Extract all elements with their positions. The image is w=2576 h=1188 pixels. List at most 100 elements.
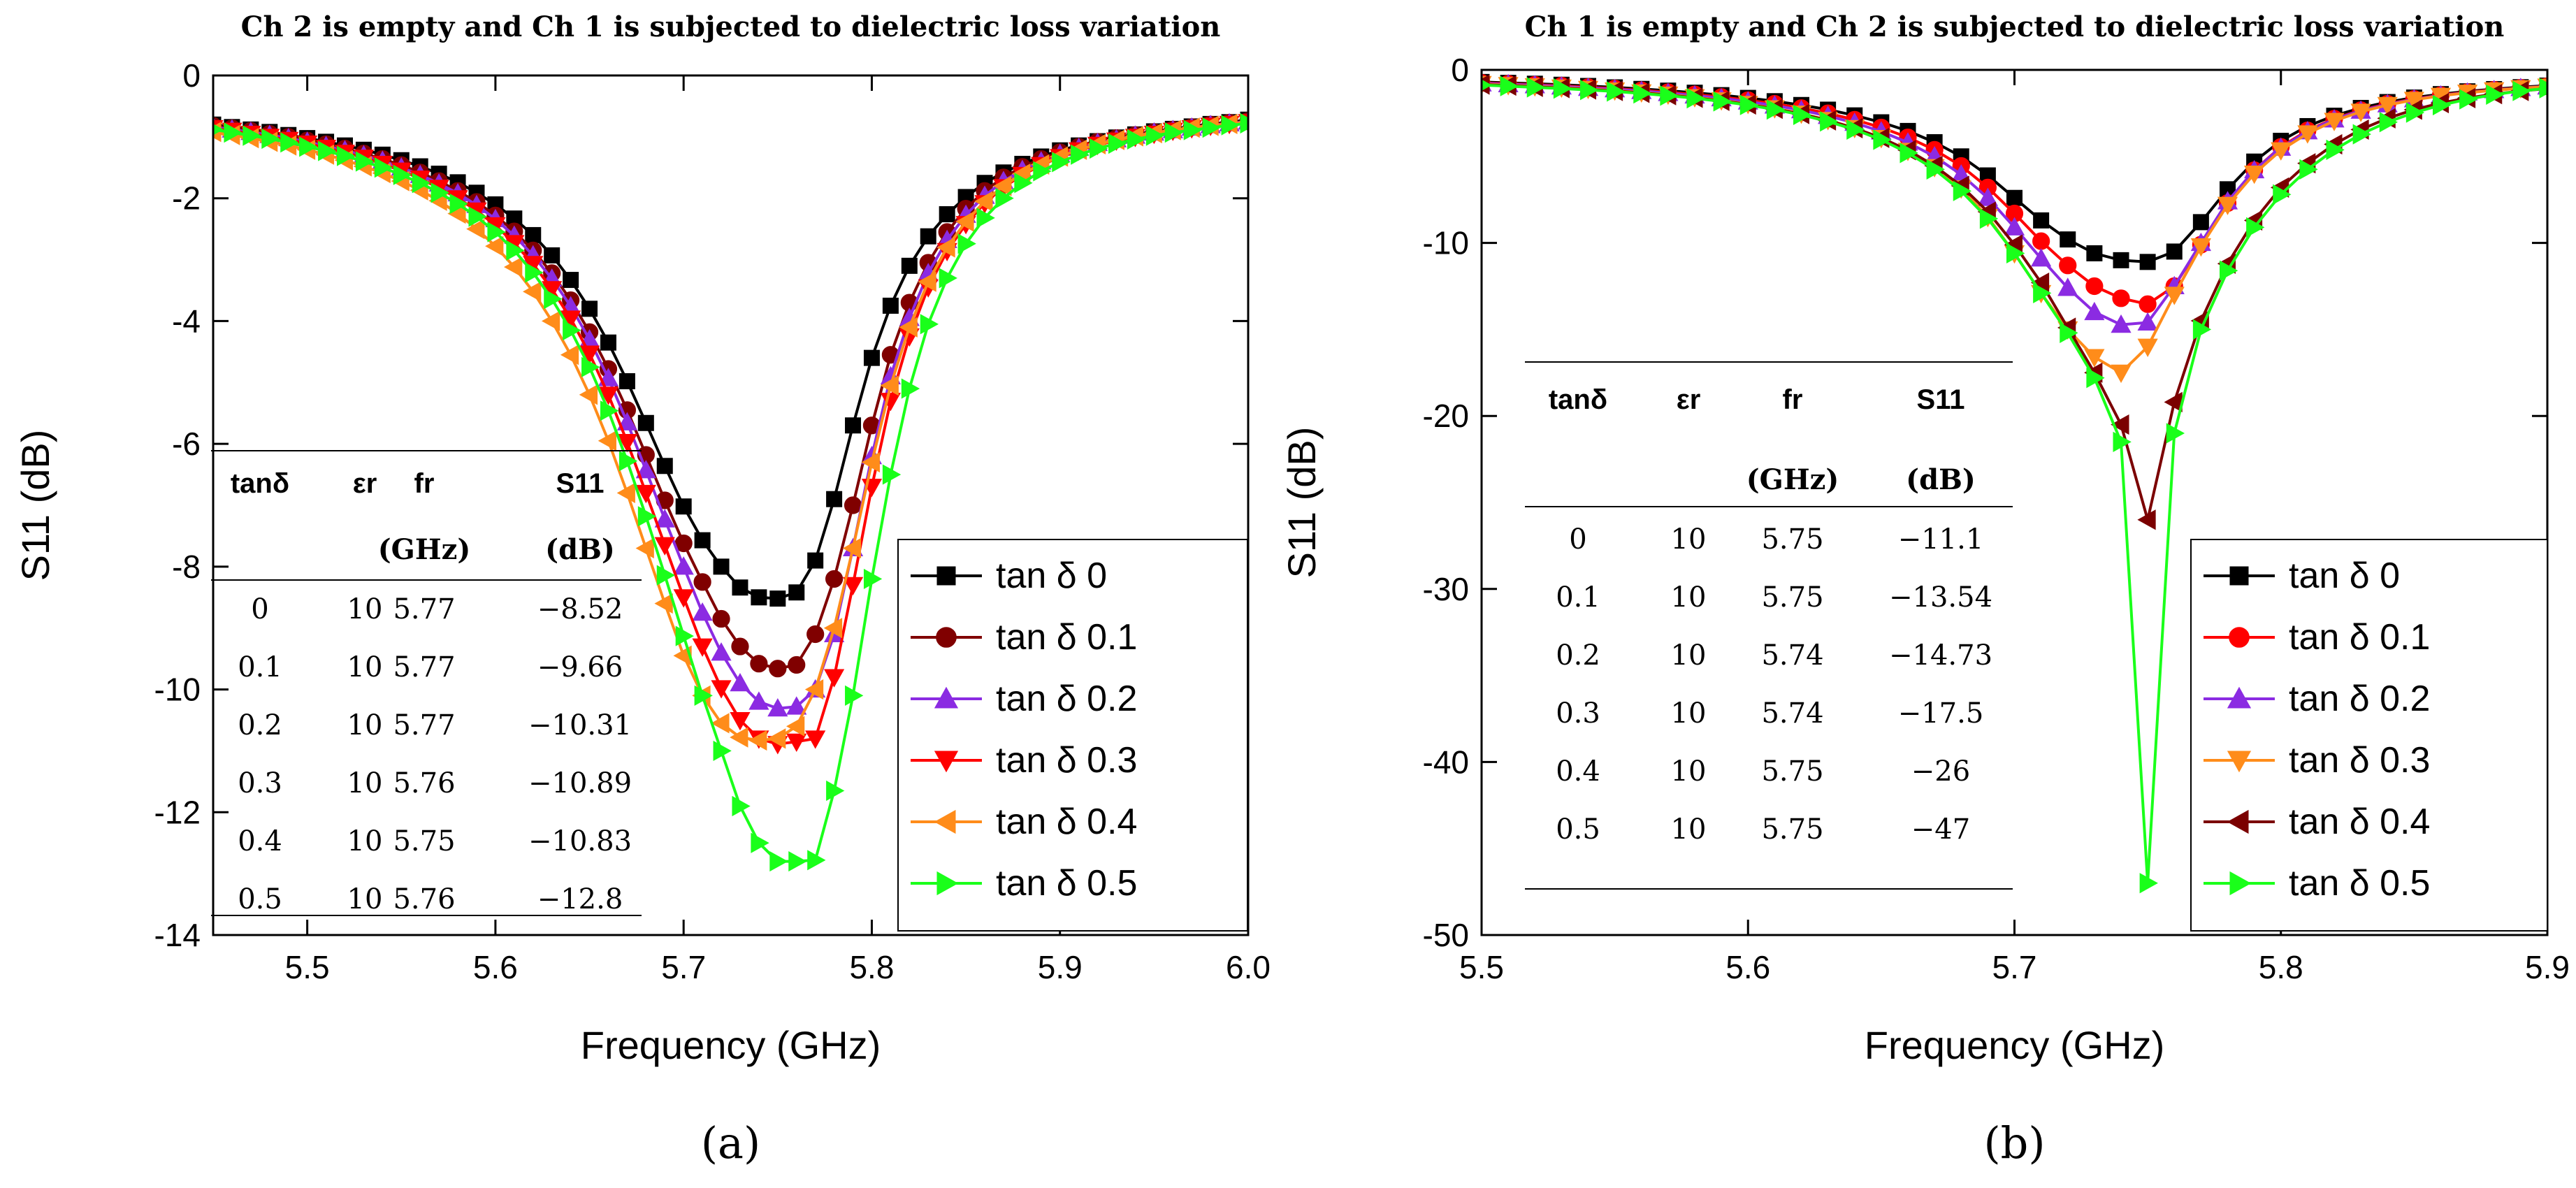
x-axis-label: Frequency (GHz) xyxy=(581,1023,881,1067)
data-point xyxy=(2273,184,2292,205)
table-cell: 10 xyxy=(1671,523,1707,556)
legend-marker xyxy=(2227,751,2252,773)
table-cell: 5.75 xyxy=(1761,813,1823,846)
data-point xyxy=(355,151,375,172)
data-point xyxy=(261,128,280,150)
data-point xyxy=(2032,232,2050,250)
data-point xyxy=(730,712,751,731)
data-point xyxy=(936,237,955,258)
legend-entry: tan δ 0.5 xyxy=(996,863,1137,904)
table-cell: 0 xyxy=(1569,523,1586,556)
data-point xyxy=(769,660,787,678)
data-point xyxy=(2192,319,2212,340)
data-point xyxy=(1793,104,1812,125)
data-point xyxy=(2164,287,2185,305)
data-point xyxy=(842,537,862,559)
legend-marker xyxy=(2229,627,2250,648)
data-point xyxy=(788,850,807,872)
data-point xyxy=(750,655,768,673)
legend-entry: tan δ 0.5 xyxy=(2289,863,2430,904)
data-point xyxy=(826,780,845,802)
data-point xyxy=(2379,112,2398,133)
inset-table: tanδ εr fr (GHz) S11 (dB) 0 10 5.77 −8.52 0.1 10 5.7… xyxy=(211,450,642,916)
y-tick-label: -14 xyxy=(154,917,201,953)
legend-marker xyxy=(2227,686,2252,709)
data-point xyxy=(2084,301,2105,321)
x-tick-label: 5.6 xyxy=(473,949,518,985)
data-point xyxy=(280,132,299,153)
data-point xyxy=(974,191,993,212)
data-point xyxy=(918,271,936,292)
data-point xyxy=(2004,217,2025,236)
legend-marker xyxy=(936,627,957,648)
legend-marker xyxy=(934,751,959,773)
data-point xyxy=(637,506,657,527)
table-cell: 0.1 xyxy=(1556,581,1600,614)
data-point xyxy=(2031,248,2052,267)
table-cell: 0.3 xyxy=(238,767,282,799)
data-point xyxy=(842,577,864,595)
table-header-cell: S11 xyxy=(556,468,605,499)
table-cell: −14.73 xyxy=(1889,639,1992,672)
table-cell: 5.77 xyxy=(393,709,455,741)
table-cell: 0.5 xyxy=(1556,813,1600,846)
data-point xyxy=(845,417,862,434)
x-tick-label: 5.5 xyxy=(1459,949,1504,985)
data-point xyxy=(731,637,749,655)
table-header-cell: fr xyxy=(1783,384,1803,415)
data-point xyxy=(1713,91,1732,112)
data-point xyxy=(995,188,1014,209)
data-point xyxy=(506,240,525,261)
data-point xyxy=(675,498,692,515)
data-point xyxy=(713,740,732,762)
table-cell: 5.74 xyxy=(1761,639,1823,672)
data-point xyxy=(788,584,805,601)
data-point xyxy=(2324,113,2345,131)
data-point xyxy=(412,173,430,194)
table-cell: 10 xyxy=(347,767,383,799)
data-point xyxy=(1014,173,1033,194)
table-cell: 10 xyxy=(347,593,383,625)
data-point xyxy=(2112,289,2130,307)
data-point xyxy=(920,228,936,245)
data-point xyxy=(2299,159,2318,180)
data-point xyxy=(224,122,243,143)
y-tick-label: -20 xyxy=(1423,398,1469,434)
table-cell: −10.83 xyxy=(528,825,632,857)
x-tick-label: 5.7 xyxy=(1992,949,2037,985)
table-header-cell: tanδ xyxy=(231,468,289,499)
series-line-4 xyxy=(1482,83,2547,521)
data-point xyxy=(844,496,862,514)
data-point xyxy=(673,589,694,608)
data-point xyxy=(449,194,468,215)
y-axis-label: S11 (dB) xyxy=(1280,427,1324,579)
data-point xyxy=(430,182,449,203)
legend-marker xyxy=(936,871,959,896)
data-point xyxy=(2086,245,2103,261)
x-tick-label: 5.5 xyxy=(285,949,330,985)
legend-marker xyxy=(934,809,956,834)
chart-panel-a: Ch 2 is empty and Ch 1 is subjected to d… xyxy=(13,10,1271,1168)
data-point xyxy=(2137,312,2158,331)
table-cell: 5.75 xyxy=(1761,755,1823,788)
legend-marker xyxy=(934,686,959,709)
table-unit-cell: (dB) xyxy=(1906,463,1976,496)
data-point xyxy=(713,558,730,575)
y-tick-label: -8 xyxy=(172,549,201,585)
data-point xyxy=(2166,423,2185,444)
data-point xyxy=(2246,217,2265,238)
data-point xyxy=(2113,431,2132,452)
data-point xyxy=(845,685,864,706)
data-point xyxy=(1500,75,1519,96)
data-point xyxy=(1953,180,1972,201)
data-point xyxy=(1979,208,1999,229)
data-point xyxy=(1240,113,1248,134)
data-point xyxy=(544,289,563,310)
table-unit-cell: (dB) xyxy=(545,533,615,566)
data-point xyxy=(901,378,920,399)
data-point xyxy=(581,356,600,377)
data-point xyxy=(805,730,826,749)
data-point xyxy=(336,145,356,166)
data-point xyxy=(2084,349,2105,368)
